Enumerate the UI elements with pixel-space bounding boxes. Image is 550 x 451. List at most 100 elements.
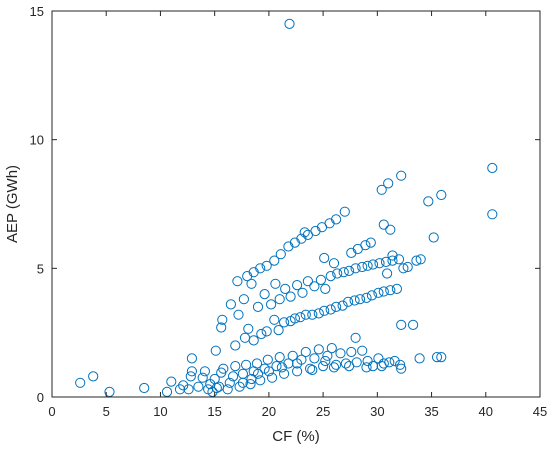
data-point — [224, 377, 235, 388]
data-point — [393, 254, 405, 265]
data-point — [232, 276, 243, 287]
data-point — [309, 281, 320, 292]
data-point — [382, 268, 393, 279]
data-point — [241, 359, 252, 370]
y-axis-title: AEP (GWh) — [4, 165, 21, 243]
data-point — [295, 312, 306, 323]
data-point — [197, 372, 208, 383]
data-point — [313, 308, 324, 319]
data-point — [380, 256, 392, 267]
data-point — [230, 361, 241, 372]
data-point — [300, 346, 311, 358]
data-point — [322, 350, 333, 361]
data-point — [139, 382, 150, 394]
data-point — [331, 301, 342, 312]
data-point — [343, 296, 354, 307]
data-point — [287, 350, 298, 361]
y-tick-label: 15 — [30, 4, 44, 19]
y-tick-label: 0 — [37, 390, 44, 405]
x-tick-label: 30 — [370, 404, 384, 419]
data-point — [391, 283, 402, 294]
data-point — [361, 292, 372, 303]
data-point — [307, 309, 318, 320]
data-point — [186, 353, 197, 364]
data-point — [216, 322, 227, 333]
data-point — [237, 377, 248, 388]
x-tick-label: 0 — [48, 404, 55, 419]
data-point — [185, 371, 196, 382]
data-point — [274, 294, 285, 305]
data-point — [411, 255, 422, 266]
data-point — [245, 379, 256, 390]
data-point — [280, 283, 291, 294]
data-point — [271, 361, 282, 372]
x-axis: 0 5 10 15 20 25 30 35 40 45 — [48, 11, 547, 419]
data-point — [428, 232, 439, 243]
data-point — [374, 258, 385, 269]
data-point — [263, 366, 274, 377]
data-point — [252, 368, 264, 379]
data-point — [423, 196, 434, 207]
data-point — [285, 291, 296, 302]
data-point — [320, 355, 331, 367]
data-point — [415, 254, 426, 265]
data-point — [328, 362, 340, 373]
data-point — [292, 280, 303, 291]
data-point — [378, 358, 389, 369]
data-point — [315, 274, 326, 285]
data-point — [234, 381, 245, 392]
data-point — [274, 352, 285, 363]
data-point — [357, 261, 368, 273]
data-point — [318, 361, 329, 372]
data-point — [259, 289, 270, 300]
data-point — [273, 325, 284, 336]
data-point — [396, 363, 407, 374]
data-point — [354, 294, 366, 305]
data-point — [269, 255, 280, 266]
data-point — [239, 332, 251, 343]
data-point — [302, 276, 313, 287]
x-tick-label: 40 — [479, 404, 493, 419]
data-point — [267, 372, 278, 383]
data-point — [383, 178, 394, 189]
data-point — [269, 314, 280, 325]
x-tick-label: 25 — [316, 404, 330, 419]
data-point — [211, 382, 222, 394]
data-point — [210, 345, 221, 356]
data-point — [238, 294, 249, 305]
data-point — [289, 313, 300, 324]
data-point — [276, 362, 287, 373]
data-point — [376, 184, 387, 195]
data-point — [266, 299, 277, 310]
data-point — [376, 361, 387, 372]
data-point — [361, 362, 372, 373]
data-point — [218, 363, 229, 374]
data-point — [378, 219, 389, 230]
data-point — [360, 240, 371, 251]
data-point — [243, 323, 254, 334]
x-tick-label: 15 — [207, 404, 221, 419]
data-point — [344, 361, 355, 372]
data-point — [284, 18, 295, 29]
data-point — [346, 346, 357, 358]
data-point — [166, 376, 177, 387]
data-point — [279, 317, 290, 328]
data-point — [350, 332, 361, 343]
data-point — [367, 259, 379, 270]
data-point — [319, 305, 330, 316]
data-point — [366, 290, 377, 301]
y-axis: 0 5 10 15 — [30, 4, 540, 405]
x-tick-label: 10 — [153, 404, 167, 419]
data-point — [389, 355, 400, 367]
data-point — [487, 209, 498, 220]
y-tick-label: 10 — [30, 133, 44, 148]
data-point — [256, 328, 267, 340]
data-point — [431, 352, 443, 363]
data-point — [305, 363, 316, 374]
x-tick-label: 5 — [103, 404, 110, 419]
data-point — [328, 258, 340, 269]
x-tick-label: 45 — [533, 404, 547, 419]
data-point — [230, 340, 241, 351]
data-points — [75, 18, 498, 397]
data-point — [325, 304, 336, 315]
